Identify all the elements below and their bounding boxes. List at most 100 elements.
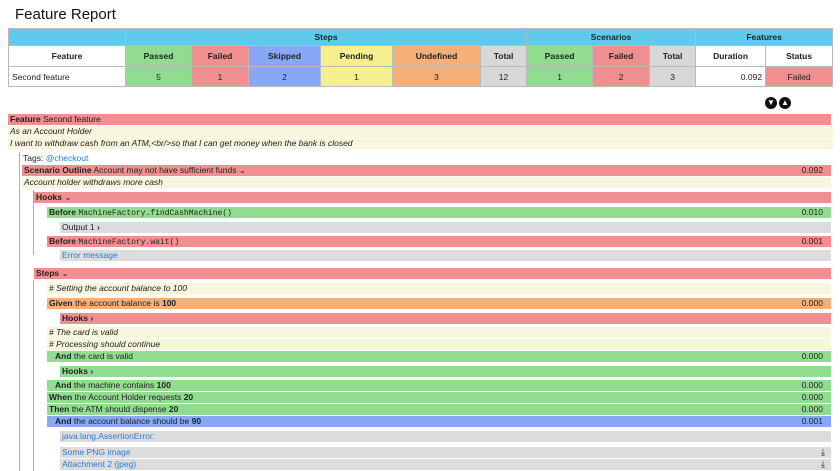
step-row[interactable]: And the card is valid 0.000 — [47, 351, 831, 362]
steps-guide-line — [33, 280, 34, 471]
steps-skipped-cell: 2 — [248, 66, 321, 87]
before-hook-2[interactable]: Before MachineFactory.wait() 0.001 — [47, 236, 831, 247]
step-arg: 20 — [168, 404, 179, 414]
step-arg: 100 — [156, 380, 171, 390]
before-hook-1[interactable]: Before MachineFactory.findCashMachine() … — [47, 207, 831, 218]
feature-description-1: As an Account Holder — [8, 126, 833, 137]
status-cell: Failed — [765, 66, 834, 87]
chevron-down-icon[interactable]: ⌄ — [238, 165, 246, 175]
collapse-all-button[interactable]: ▼ — [765, 97, 777, 109]
step-text: the account balance is — [75, 298, 160, 308]
assertion-error[interactable]: java.lang.AssertionError: — [60, 431, 831, 442]
before-hook-duration: 0.010 — [801, 207, 823, 217]
steps-label: Steps — [36, 268, 60, 278]
before-keyword: Before — [49, 207, 76, 217]
steps-passed-cell: 5 — [125, 66, 192, 87]
before-hook-code: MachineFactory.wait() — [78, 238, 180, 247]
download-icon[interactable]: ⤓ — [821, 459, 825, 469]
before-keyword: Before — [49, 236, 76, 246]
scenarios-total-cell: 3 — [649, 66, 697, 87]
step-duration: 0.000 — [801, 404, 823, 414]
stats-table: Steps Scenarios Features Feature Passed … — [8, 28, 834, 87]
tags-row: Tags: @checkout — [23, 153, 831, 164]
hooks-toggle[interactable]: Hooks ⌄ — [34, 192, 831, 203]
error-message-link[interactable]: Error message — [62, 250, 118, 260]
step-arg: 100 — [161, 298, 177, 308]
chevron-right-icon: › — [90, 366, 94, 376]
col-steps-total[interactable]: Total — [479, 45, 528, 67]
step-text: the machine contains — [73, 380, 155, 390]
step-comment: # Setting the account balance to 100 — [47, 283, 831, 294]
hooks-guide-line — [33, 190, 34, 255]
chevron-down-icon: ⌄ — [64, 192, 72, 202]
scenarios-passed-cell: 1 — [526, 66, 594, 87]
col-steps-pending[interactable]: Pending — [320, 45, 393, 67]
embedding-link[interactable]: Some PNG image — [62, 447, 131, 457]
step-comment: # Processing should continue — [47, 339, 831, 350]
before-hook-code: MachineFactory.findCashMachine() — [78, 209, 232, 218]
col-steps-passed[interactable]: Passed — [125, 45, 192, 67]
col-scenarios-total[interactable]: Total — [649, 45, 697, 67]
col-duration[interactable]: Duration — [695, 45, 767, 67]
step-duration: 0.000 — [801, 351, 823, 361]
tags-label: Tags: — [23, 153, 44, 163]
scenario-guide-line — [19, 152, 20, 471]
step-row[interactable]: And the account balance should be 90 0.0… — [47, 416, 831, 427]
col-steps-undefined[interactable]: Undefined — [392, 45, 481, 67]
page-title: Feature Report — [15, 6, 116, 23]
step-hooks-toggle[interactable]: Hooks › — [60, 366, 831, 377]
step-row[interactable]: Given the account balance is 100 0.000 — [47, 298, 831, 309]
scenarios-failed-cell: 2 — [592, 66, 651, 87]
hooks-label: Hooks — [36, 192, 62, 202]
duration-cell: 0.092 — [695, 66, 767, 87]
scenario-keyword: Scenario Outline — [24, 165, 92, 175]
step-keyword: And — [55, 351, 72, 361]
assertion-error-link[interactable]: java.lang.AssertionError: — [62, 431, 156, 441]
embedding-link[interactable]: Attachment 2 (jpeg) — [62, 459, 137, 469]
steps-pending-cell: 1 — [320, 66, 393, 87]
step-keyword: And — [55, 416, 72, 426]
hooks-label: Hooks — [62, 313, 88, 323]
step-hooks-toggle[interactable]: Hooks › — [60, 313, 831, 324]
col-steps-skipped[interactable]: Skipped — [248, 45, 321, 67]
step-duration: 0.001 — [801, 416, 823, 426]
chevron-down-icon: ⌄ — [61, 268, 69, 278]
feature-name: Second feature — [43, 114, 101, 124]
step-duration: 0.000 — [801, 380, 823, 390]
embedding-row[interactable]: Attachment 2 (jpeg) ⤓ — [60, 459, 831, 470]
col-feature[interactable]: Feature — [8, 45, 126, 67]
step-row[interactable]: And the machine contains 100 0.000 — [47, 380, 831, 391]
step-arg: 90 — [191, 416, 202, 426]
error-message-toggle[interactable]: Error message — [60, 250, 831, 261]
step-text: the card is valid — [73, 351, 133, 361]
step-arg: 20 — [183, 392, 194, 402]
step-text: the account balance should be — [73, 416, 190, 426]
step-row[interactable]: When the Account Holder requests 20 0.00… — [47, 392, 831, 403]
scenario-duration: 0.092 — [801, 165, 823, 175]
step-comment: # The card is valid — [47, 327, 831, 338]
step-keyword: And — [55, 380, 72, 390]
table-row: Second feature 5 1 2 1 3 12 1 2 3 0.092 … — [8, 66, 834, 87]
feature-name-cell[interactable]: Second feature — [8, 66, 126, 87]
col-status[interactable]: Status — [765, 45, 834, 67]
feature-header[interactable]: Feature Second feature — [8, 114, 831, 125]
step-keyword: Then — [49, 404, 70, 414]
steps-undefined-cell: 3 — [392, 66, 481, 87]
download-icon[interactable]: ⤓ — [821, 447, 825, 457]
scenarios-group-header: Scenarios — [526, 28, 697, 46]
steps-toggle[interactable]: Steps ⌄ — [34, 268, 831, 279]
step-row[interactable]: Then the ATM should dispense 20 0.000 — [47, 404, 831, 415]
col-scenarios-passed[interactable]: Passed — [526, 45, 594, 67]
col-steps-failed[interactable]: Failed — [191, 45, 249, 67]
output-toggle[interactable]: Output 1 › — [60, 222, 831, 233]
step-keyword: Given — [49, 298, 73, 308]
scenario-header[interactable]: Scenario Outline Account may not have su… — [22, 165, 831, 176]
expand-all-button[interactable]: ▲ — [779, 97, 791, 109]
chevron-right-icon: › — [90, 313, 94, 323]
tag-link[interactable]: @checkout — [45, 153, 89, 163]
step-text: the ATM should dispense — [71, 404, 167, 414]
steps-total-cell: 12 — [479, 66, 528, 87]
col-scenarios-failed[interactable]: Failed — [592, 45, 651, 67]
embedding-row[interactable]: Some PNG image ⤓ — [60, 447, 831, 458]
scenario-description: Account holder withdraws more cash — [22, 177, 831, 188]
